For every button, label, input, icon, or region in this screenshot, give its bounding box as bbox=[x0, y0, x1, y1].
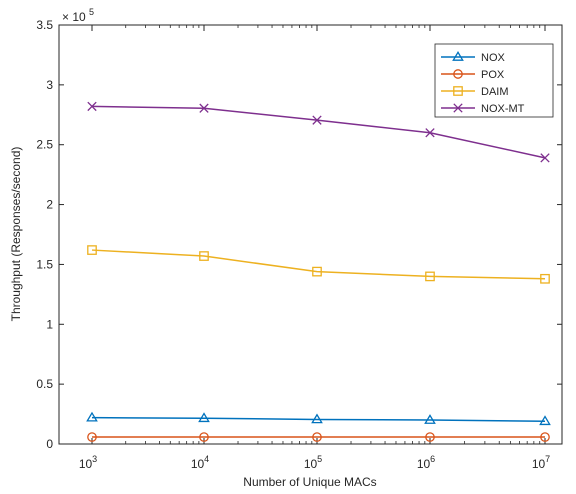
x-axis-ticks: 103 104 105 106 107 bbox=[79, 25, 550, 471]
y-tick-label: 2.5 bbox=[36, 138, 53, 152]
data-point bbox=[199, 103, 209, 113]
legend-item: NOX bbox=[441, 51, 506, 64]
legend-label: NOX-MT bbox=[481, 103, 525, 115]
y-tick-label: 3.5 bbox=[36, 18, 53, 32]
legend: NOX POX DAIM NOX-MT bbox=[434, 43, 554, 118]
data-point bbox=[312, 432, 322, 442]
data-point bbox=[540, 432, 550, 442]
data-point bbox=[87, 245, 97, 255]
data-point bbox=[453, 69, 463, 79]
data-point bbox=[86, 411, 98, 422]
data-point bbox=[453, 103, 463, 113]
y-tick-label: 0 bbox=[46, 437, 53, 451]
series-pox bbox=[87, 432, 550, 442]
x-tick-label-base: 10 bbox=[532, 457, 546, 471]
y-axis-title: Throughput (Responses/second) bbox=[9, 147, 23, 322]
legend-label: DAIM bbox=[481, 86, 509, 98]
x-tick-label-base: 10 bbox=[417, 457, 431, 471]
x-tick-label: 104 bbox=[191, 454, 209, 471]
x-tick-label-base: 10 bbox=[191, 457, 205, 471]
data-point bbox=[198, 412, 210, 423]
legend-label: NOX bbox=[481, 52, 506, 64]
y-axis-ticks: 0 0.5 1 1.5 2 2.5 3 3.5 bbox=[36, 18, 562, 451]
y-multiplier-base: × 10 bbox=[62, 10, 86, 24]
x-tick-label-exp: 7 bbox=[545, 454, 550, 464]
data-point bbox=[311, 413, 323, 424]
y-tick-label: 2 bbox=[46, 198, 53, 212]
y-multiplier-label: × 10 5 bbox=[62, 7, 94, 24]
x-tick-label: 106 bbox=[417, 454, 435, 471]
data-point bbox=[540, 273, 550, 284]
data-point bbox=[453, 86, 463, 96]
y-tick-label: 1.5 bbox=[36, 257, 53, 271]
x-tick-label: 107 bbox=[532, 454, 550, 471]
data-point bbox=[425, 128, 435, 138]
series-line bbox=[91, 416, 546, 423]
data-point bbox=[199, 432, 209, 442]
data-point bbox=[425, 432, 435, 442]
x-tick-label-base: 10 bbox=[79, 457, 93, 471]
legend-label: POX bbox=[481, 69, 505, 81]
x-axis-title: Number of Unique MACs bbox=[243, 475, 376, 489]
data-point bbox=[199, 251, 209, 261]
legend-item: POX bbox=[441, 69, 505, 81]
x-tick-label-exp: 4 bbox=[204, 454, 209, 464]
data-point bbox=[312, 266, 322, 277]
x-tick-label-exp: 6 bbox=[430, 454, 435, 464]
data-point bbox=[87, 432, 97, 442]
x-tick-label-base: 10 bbox=[304, 457, 318, 471]
data-point bbox=[312, 115, 322, 125]
series-daim bbox=[87, 245, 550, 284]
legend-item: DAIM bbox=[441, 86, 509, 98]
x-tick-label: 105 bbox=[304, 454, 322, 471]
data-point bbox=[87, 101, 97, 112]
data-point bbox=[539, 415, 551, 426]
x-tick-label-exp: 3 bbox=[92, 454, 97, 464]
x-tick-label-exp: 5 bbox=[317, 454, 322, 464]
series-nox-mt bbox=[87, 101, 550, 163]
data-point bbox=[540, 153, 550, 163]
y-tick-label: 0.5 bbox=[36, 377, 53, 391]
series-nox bbox=[86, 411, 551, 426]
y-tick-label: 3 bbox=[46, 78, 53, 92]
series-line bbox=[91, 249, 546, 280]
legend-item: NOX-MT bbox=[441, 103, 525, 115]
data-point bbox=[425, 271, 435, 282]
y-multiplier-exp: 5 bbox=[89, 7, 94, 17]
data-point bbox=[424, 414, 436, 424]
y-tick-label: 1 bbox=[46, 317, 53, 331]
x-tick-label: 103 bbox=[79, 454, 97, 471]
data-point bbox=[452, 51, 464, 61]
series-layer bbox=[86, 101, 551, 442]
